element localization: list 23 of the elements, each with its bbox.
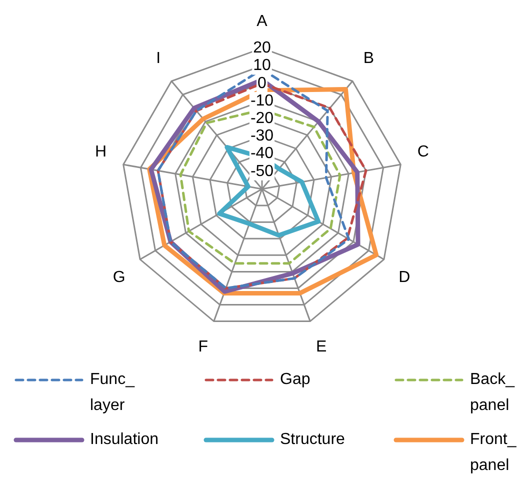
legend-label: Gap bbox=[280, 370, 312, 390]
spoke-label: C bbox=[417, 143, 429, 160]
y-tick-label: -10 bbox=[250, 92, 274, 110]
spoke-label: I bbox=[156, 50, 161, 67]
legend-label: Structure bbox=[280, 430, 346, 450]
y-tick-label: 0 bbox=[258, 74, 267, 92]
y-tick-label: -20 bbox=[250, 110, 274, 128]
y-tick-label: -40 bbox=[250, 145, 274, 162]
spoke-label: H bbox=[95, 143, 107, 160]
spoke-label: E bbox=[316, 338, 327, 356]
spoke-label: A bbox=[256, 13, 268, 30]
y-tick-label: 20 bbox=[253, 40, 271, 57]
spoke-label: D bbox=[398, 268, 410, 286]
legend-label: Func_ layer bbox=[90, 370, 136, 416]
spoke-label: F bbox=[198, 338, 208, 356]
legend-label: Back_ panel bbox=[470, 370, 516, 416]
spoke-label: G bbox=[112, 268, 126, 286]
y-tick-label: -30 bbox=[250, 128, 274, 145]
legend-label: Front_ panel bbox=[470, 430, 518, 476]
y-tick-label: 10 bbox=[253, 57, 271, 74]
legend-label: Insulation bbox=[90, 430, 160, 450]
y-tick-label: -50 bbox=[250, 162, 274, 180]
spoke-label: B bbox=[363, 50, 374, 67]
